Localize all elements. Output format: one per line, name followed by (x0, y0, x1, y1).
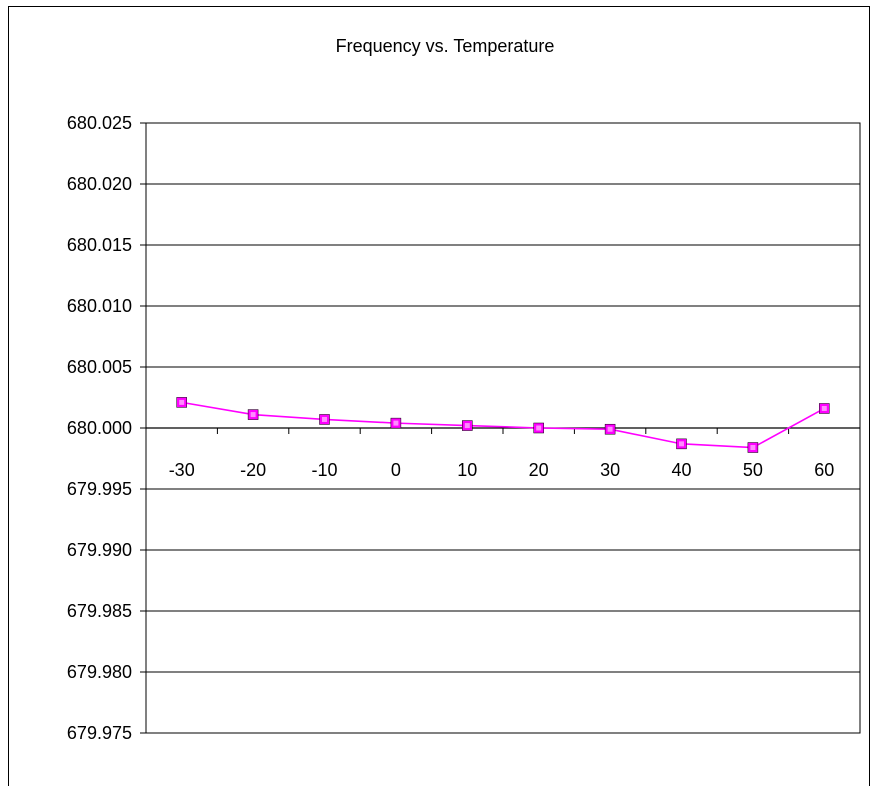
x-axis: -30 -20 -10 0 10 20 30 40 50 60 (145, 427, 861, 480)
y-tick-label: 680.010 (67, 296, 132, 316)
y-tick-label: 680.000 (67, 418, 132, 438)
y-axis-ticks: 680.025 680.020 680.015 680.010 680.005 680.0… (67, 113, 146, 743)
data-point-marker-highlight (750, 445, 756, 451)
data-point-marker-highlight (679, 441, 684, 447)
data-point-marker-highlight (536, 425, 542, 431)
x-tick-label: 50 (743, 460, 763, 480)
data-point-marker-highlight (393, 420, 399, 426)
chart-title: Frequency vs. Temperature (336, 36, 555, 56)
y-tick-label: 680.005 (67, 357, 132, 377)
y-tick-label: 679.990 (67, 540, 132, 560)
x-tick-label: 0 (391, 460, 401, 480)
x-tick-label: -20 (240, 460, 266, 480)
y-tick-label: 679.975 (67, 723, 132, 743)
data-point-marker-highlight (322, 416, 327, 422)
series-group (176, 397, 830, 453)
x-tick-label: -10 (311, 460, 337, 480)
y-tick-label: 679.980 (67, 662, 132, 682)
x-tick-label: 10 (457, 460, 477, 480)
line-chart: Frequency vs. Temperature 680.025 680.020… (67, 36, 861, 743)
series-line (181, 401, 825, 449)
y-tick-label: 680.020 (67, 174, 132, 194)
data-point-marker-highlight (464, 423, 470, 429)
data-point-marker-highlight (821, 405, 827, 411)
y-tick-label: 679.985 (67, 601, 132, 621)
x-tick-label: 20 (529, 460, 549, 480)
x-tick-label: 60 (814, 460, 834, 480)
data-point-marker-highlight (179, 399, 185, 405)
x-tick-label: 30 (600, 460, 620, 480)
x-tick-label: -30 (169, 460, 195, 480)
data-point-marker-highlight (607, 426, 613, 432)
y-tick-label: 680.015 (67, 235, 132, 255)
y-tick-label: 680.025 (67, 113, 132, 133)
data-point-marker-highlight (250, 412, 256, 418)
chart-frame (8, 6, 870, 786)
x-tick-label: 40 (671, 460, 691, 480)
y-tick-label: 679.995 (67, 479, 132, 499)
